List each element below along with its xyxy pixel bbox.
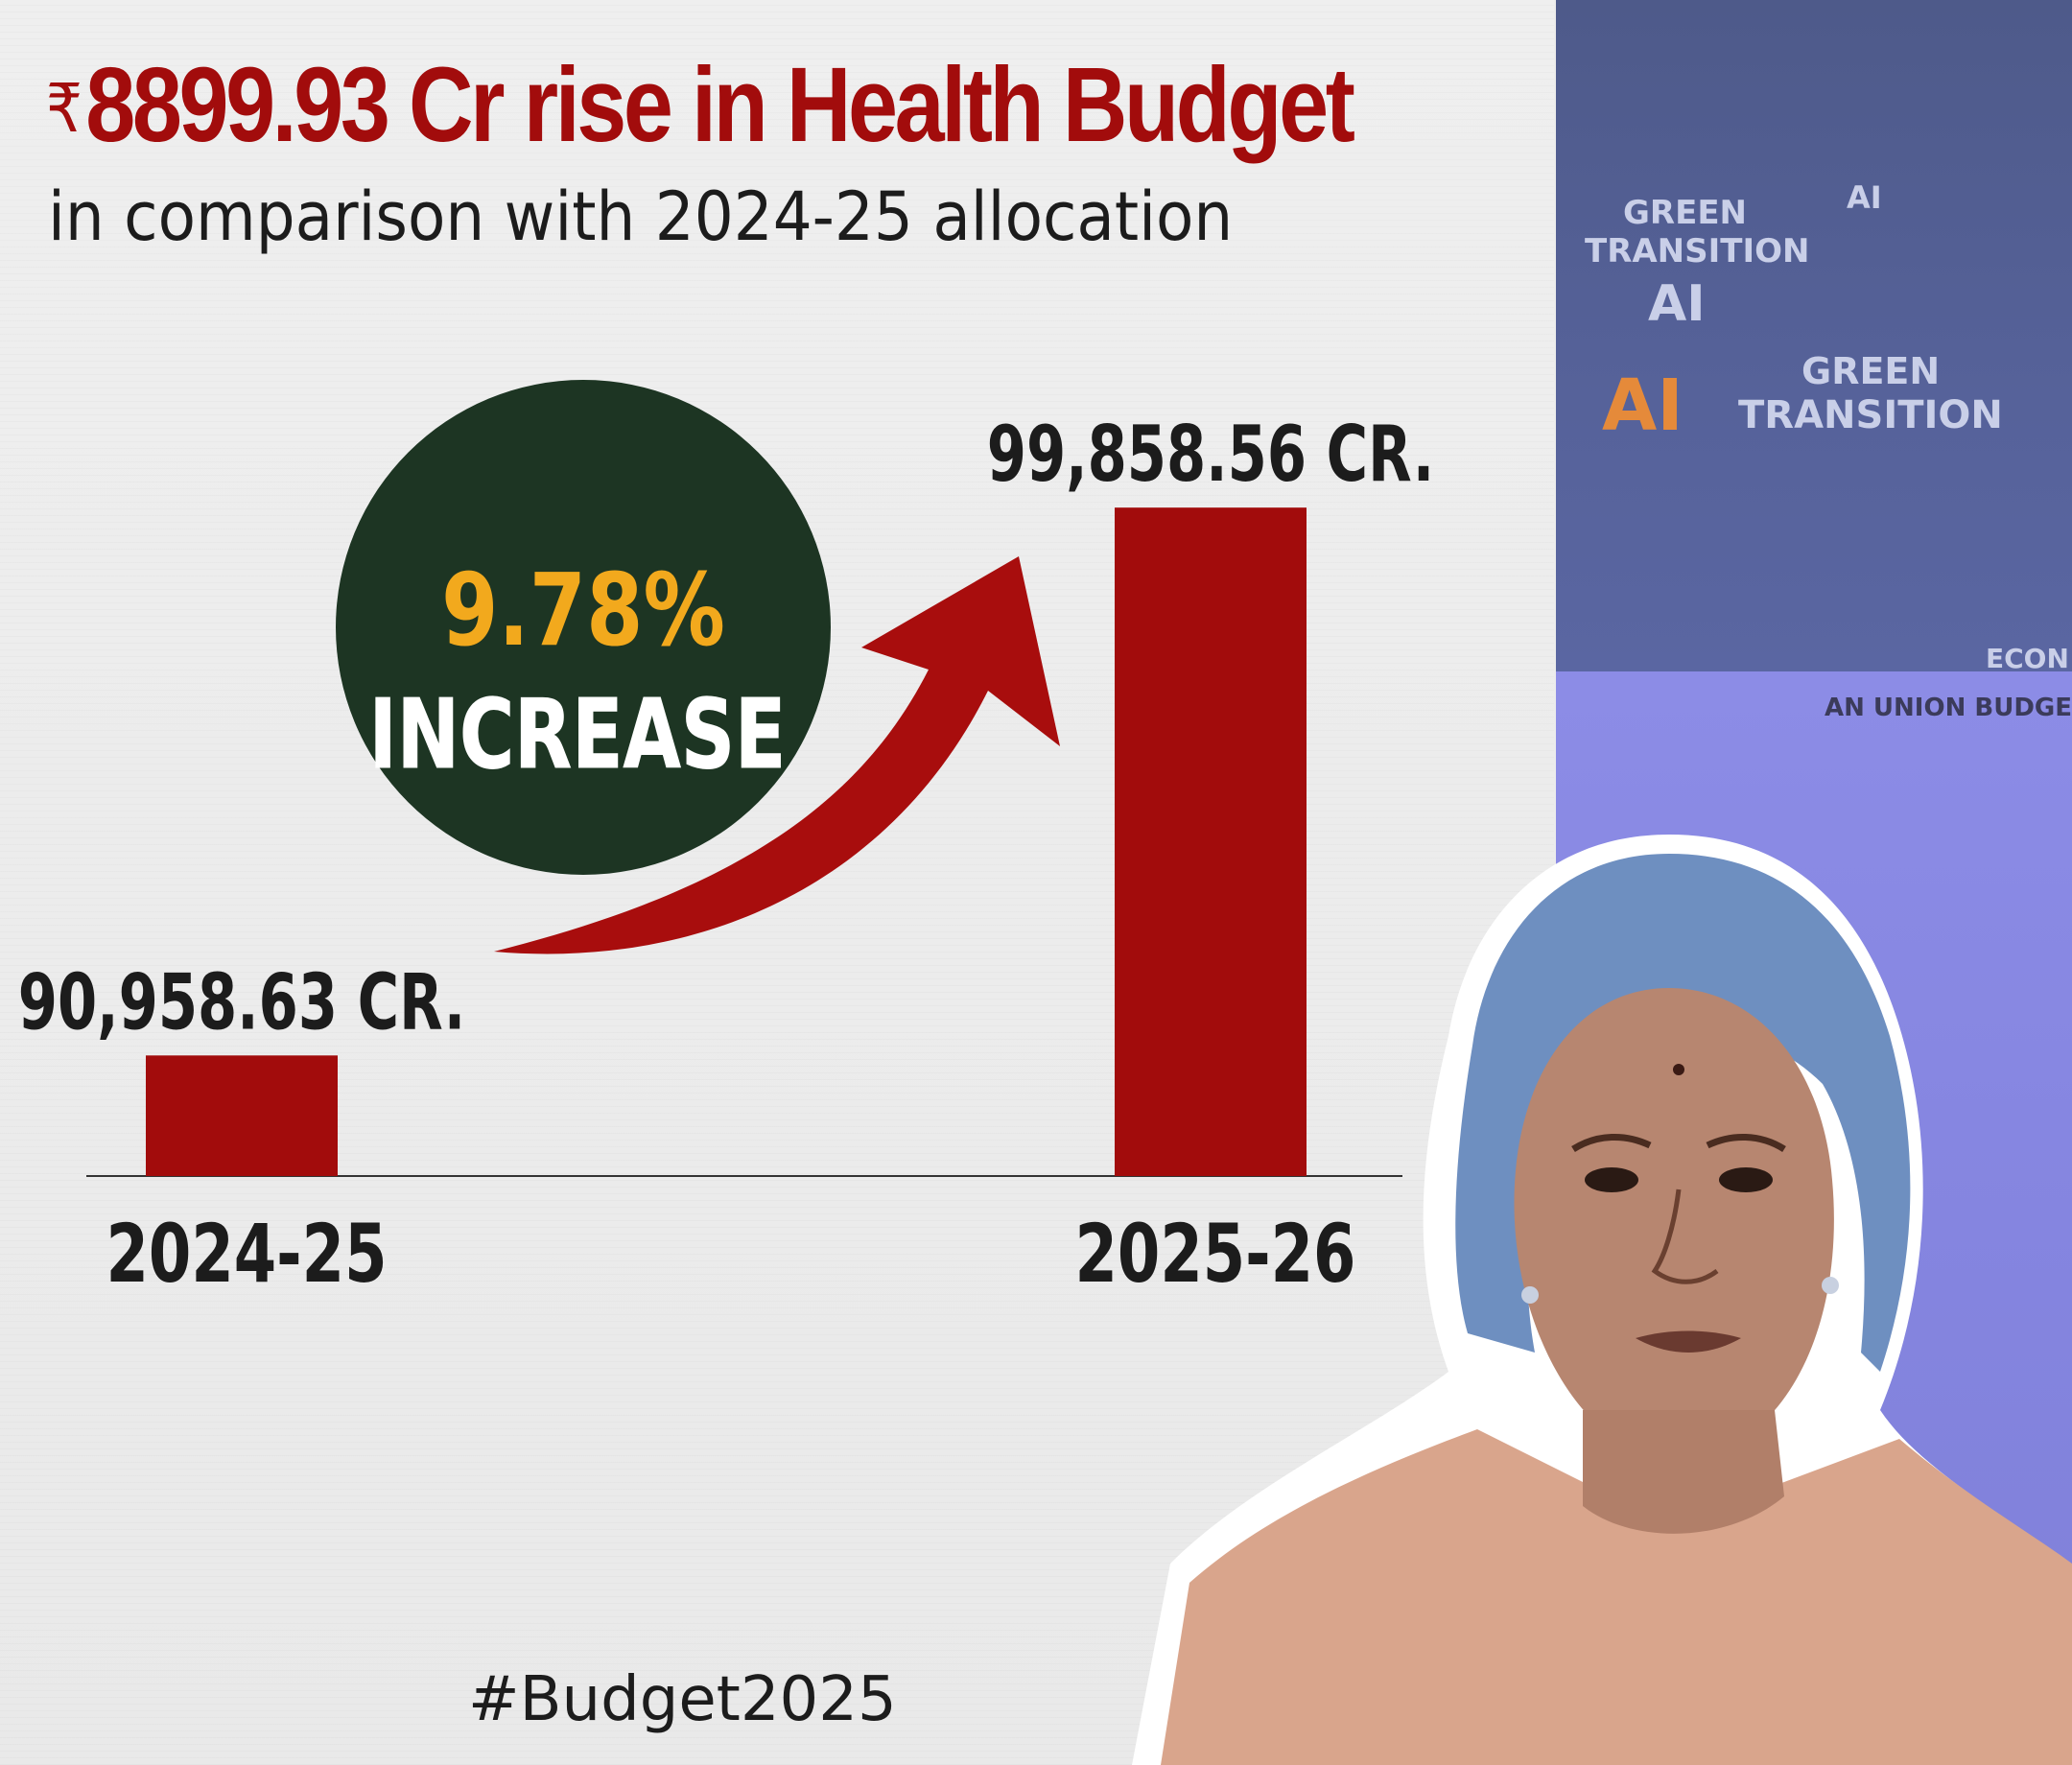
side-label-econ: ECON: [1986, 643, 2069, 674]
side-label-green-2: GREEN: [1801, 350, 1941, 392]
finance-minister-illustration: [1132, 835, 2072, 1765]
trend-arrow-icon: [494, 556, 1060, 954]
x-tick-label-2024-25: 2024-25: [106, 1207, 388, 1301]
side-label-union-budget: AN UNION BUDGET: [1825, 694, 2072, 722]
title-text: 8899.93 Cr rise in Health Budget: [85, 46, 1355, 164]
increase-badge: 9.78% INCREASE: [336, 380, 1060, 954]
neck-icon: [1583, 1410, 1784, 1534]
page-subtitle: in comparison with 2024-25 allocation: [48, 177, 1234, 256]
rupee-symbol: ₹: [46, 71, 82, 146]
left-eye-icon: [1585, 1167, 1638, 1192]
bindi-icon: [1673, 1064, 1684, 1075]
background-photo-top: [1556, 0, 2072, 671]
hashtag: #Budget2025: [468, 1664, 897, 1735]
right-eye-icon: [1719, 1167, 1773, 1192]
mouth-icon: [1636, 1330, 1741, 1353]
side-label-green-1: GREEN: [1623, 194, 1747, 232]
side-label-ai-2: AI: [1602, 365, 1684, 447]
badge-circle: [336, 380, 831, 875]
page-title: ₹8899.93 Cr rise in Health Budget: [46, 50, 1355, 161]
side-label-ai-1: AI: [1648, 275, 1706, 333]
bar-2025-26: [1115, 507, 1307, 1176]
bar-chart: 90,958.63 CR. 2024-25 99,858.56 CR. 2025-26…: [18, 380, 1434, 1301]
side-label-transition-2: TRANSITION: [1738, 393, 2003, 437]
nose-icon: [1651, 1188, 1719, 1284]
saree-icon: [1161, 1429, 2072, 1765]
earring-left-icon: [1521, 1286, 1539, 1304]
bar-value-label-2024-25: 90,958.63 CR.: [18, 957, 465, 1047]
bar-value-label-2025-26: 99,858.56 CR.: [987, 410, 1434, 499]
left-brow-icon: [1571, 1134, 1652, 1152]
bar-2024-25: [146, 1055, 338, 1176]
earring-right-icon: [1822, 1277, 1839, 1294]
x-tick-label-2025-26: 2025-26: [1075, 1207, 1356, 1301]
right-brow-icon: [1706, 1134, 1786, 1152]
badge-label: INCREASE: [369, 680, 787, 791]
hair-icon: [1455, 854, 1911, 1372]
side-label-transition-1: TRANSITION: [1585, 232, 1810, 271]
side-label-ai-3: AI: [1847, 179, 1882, 216]
badge-percent: 9.78%: [441, 553, 725, 669]
